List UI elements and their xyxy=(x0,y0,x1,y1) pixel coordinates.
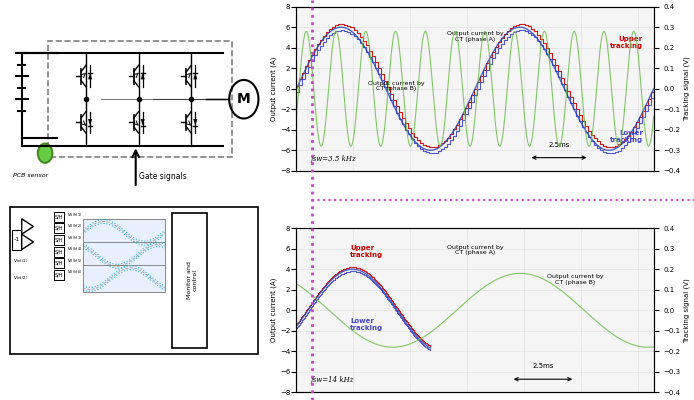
Text: S/H: S/H xyxy=(55,226,63,231)
Text: Output current by
CT (phase B): Output current by CT (phase B) xyxy=(369,80,425,91)
Text: Upper
tracking: Upper tracking xyxy=(350,245,383,258)
Text: 2.5ms: 2.5ms xyxy=(532,363,554,369)
Text: $v_{int(2)}$: $v_{int(2)}$ xyxy=(13,275,28,282)
Y-axis label: Tracking signal (V): Tracking signal (V) xyxy=(684,278,690,343)
Text: M: M xyxy=(237,92,251,106)
Text: Lower
tracking: Lower tracking xyxy=(350,318,383,332)
Polygon shape xyxy=(88,73,92,79)
Text: control: control xyxy=(193,270,198,292)
Y-axis label: Tracking signal (V): Tracking signal (V) xyxy=(684,56,690,121)
Text: Output current by
CT (phase B): Output current by CT (phase B) xyxy=(547,274,603,285)
Text: $v_{S/H(6)}$: $v_{S/H(6)}$ xyxy=(67,269,83,276)
Y-axis label: Output current (A): Output current (A) xyxy=(271,56,277,121)
Text: Lower
tracking: Lower tracking xyxy=(610,130,643,143)
Text: Gate signals: Gate signals xyxy=(139,172,187,181)
Text: Output current by
CT (phase A): Output current by CT (phase A) xyxy=(447,245,503,256)
Polygon shape xyxy=(194,73,197,79)
Y-axis label: Output current (A): Output current (A) xyxy=(271,278,277,342)
Text: S/H: S/H xyxy=(55,261,63,266)
Polygon shape xyxy=(141,119,145,126)
Text: S/H: S/H xyxy=(55,238,63,242)
Text: Monitor and: Monitor and xyxy=(187,262,192,300)
Text: S/H: S/H xyxy=(55,272,63,277)
Text: Upper
tracking: Upper tracking xyxy=(610,36,643,49)
FancyBboxPatch shape xyxy=(83,242,165,269)
FancyBboxPatch shape xyxy=(172,213,208,348)
Text: fsw=14 kHz: fsw=14 kHz xyxy=(311,376,354,384)
FancyBboxPatch shape xyxy=(83,219,165,246)
FancyBboxPatch shape xyxy=(53,246,65,256)
Text: PCB sensor: PCB sensor xyxy=(13,172,48,178)
FancyBboxPatch shape xyxy=(53,258,65,268)
FancyBboxPatch shape xyxy=(53,224,65,234)
Text: $v_{S/H(1)}$: $v_{S/H(1)}$ xyxy=(67,211,83,218)
Text: S/H: S/H xyxy=(55,214,63,219)
Text: $v_{S/H(4)}$: $v_{S/H(4)}$ xyxy=(67,246,83,253)
FancyBboxPatch shape xyxy=(83,265,165,292)
Polygon shape xyxy=(88,119,92,126)
Polygon shape xyxy=(194,119,197,126)
Text: S/H: S/H xyxy=(55,249,63,254)
Text: $v_{S/H(2)}$: $v_{S/H(2)}$ xyxy=(67,223,83,230)
Text: $v_{S/H(3)}$: $v_{S/H(3)}$ xyxy=(67,234,83,242)
FancyBboxPatch shape xyxy=(53,235,65,245)
Polygon shape xyxy=(141,73,145,79)
Text: Output current by
CT (phase A): Output current by CT (phase A) xyxy=(447,31,503,42)
Text: $v_{S/H(5)}$: $v_{S/H(5)}$ xyxy=(67,258,83,265)
Text: 2.5ms: 2.5ms xyxy=(548,142,570,148)
Circle shape xyxy=(37,144,52,163)
FancyBboxPatch shape xyxy=(53,212,65,222)
Text: fsw=3.5 kHz: fsw=3.5 kHz xyxy=(311,154,357,162)
Text: $v_{int(1)}$: $v_{int(1)}$ xyxy=(13,258,28,265)
Text: -1: -1 xyxy=(13,238,19,242)
FancyBboxPatch shape xyxy=(53,270,65,280)
FancyBboxPatch shape xyxy=(12,230,21,250)
